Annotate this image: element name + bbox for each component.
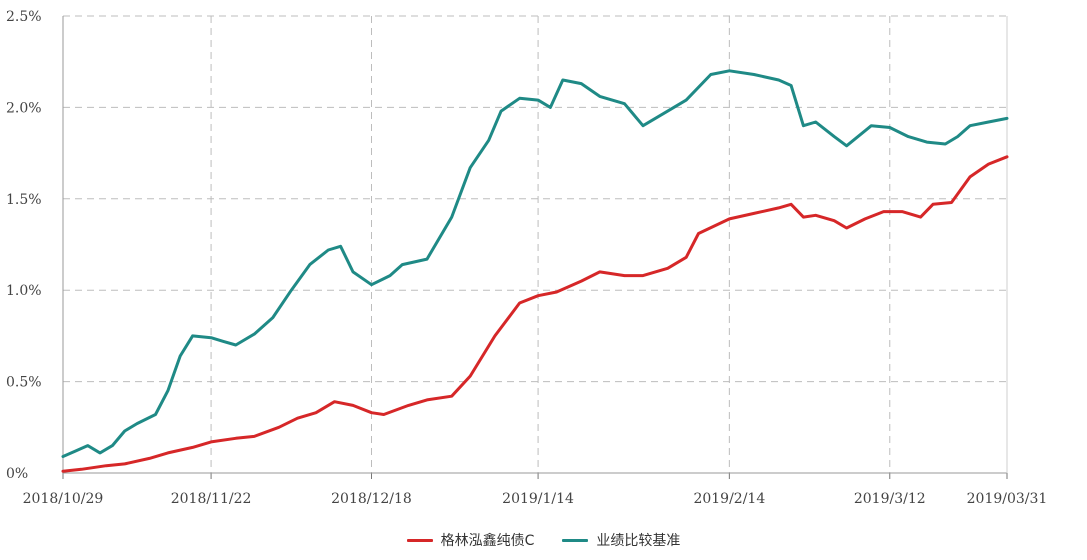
y-tick-label: 2.0% <box>6 100 42 116</box>
legend-swatch-benchmark <box>562 538 589 542</box>
axis-layer: 0% 0.5% 1.0% 1.5% 2.0% 2.5% 2018/10/29 2018/11/… <box>6 9 1047 507</box>
x-tick-label: 2019/3/12 <box>854 491 926 507</box>
legend-item-benchmark[interactable]: 业绩比较基准 <box>562 530 680 550</box>
y-tick-label: 2.5% <box>6 9 42 25</box>
x-tick-label: 2019/03/31 <box>967 491 1048 507</box>
x-tick-label: 2018/10/29 <box>23 491 104 507</box>
y-tick-label: 1.5% <box>6 192 42 208</box>
series-line-fund <box>61 155 1009 473</box>
y-tick-label: 0% <box>6 466 28 482</box>
grid-layer <box>63 15 1007 473</box>
x-tick-label: 2018/11/22 <box>171 491 252 507</box>
y-tick-label: 0.5% <box>6 375 42 391</box>
series-layer <box>61 69 1009 473</box>
x-tick-label: 2018/12/18 <box>331 491 412 507</box>
series-line-benchmark <box>61 69 1009 458</box>
legend: 格林泓鑫纯债C 业绩比较基准 <box>0 530 1087 550</box>
x-tick-label: 2019/2/14 <box>693 491 765 507</box>
legend-item-fund[interactable]: 格林泓鑫纯债C <box>406 530 535 550</box>
y-tick-label: 1.0% <box>6 283 42 299</box>
x-tick-label: 2019/1/14 <box>502 491 574 507</box>
line-chart: 0% 0.5% 1.0% 1.5% 2.0% 2.5% 2018/10/29 2018/11/… <box>6 9 1047 507</box>
legend-swatch-fund <box>406 538 433 542</box>
legend-label-benchmark: 业绩比较基准 <box>596 533 681 549</box>
legend-label-fund: 格林泓鑫纯债C <box>440 533 535 549</box>
